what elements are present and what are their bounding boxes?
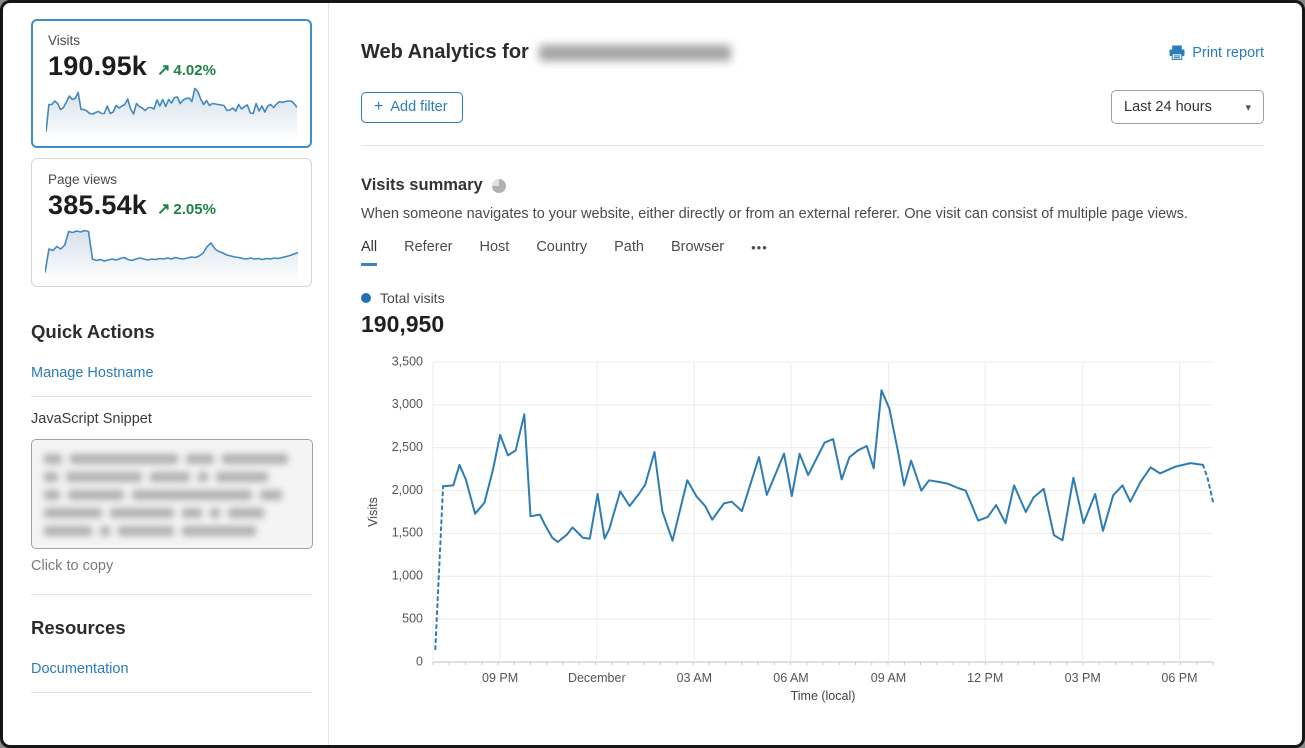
svg-text:3,000: 3,000 — [392, 397, 423, 411]
summary-tabs: All Referer Host Country Path Browser ••• — [361, 239, 1264, 266]
svg-text:December: December — [568, 671, 626, 685]
documentation-link[interactable]: Documentation — [31, 661, 129, 677]
svg-text:09 PM: 09 PM — [482, 671, 518, 685]
svg-text:06 PM: 06 PM — [1161, 671, 1197, 685]
svg-text:1,000: 1,000 — [392, 569, 423, 583]
print-report-link[interactable]: Print report — [1169, 45, 1264, 61]
visits-card-value: 190.95k — [48, 51, 147, 81]
svg-text:0: 0 — [416, 654, 423, 668]
svg-text:500: 500 — [402, 611, 423, 625]
trend-up-icon: ↗ — [157, 62, 171, 79]
page-title: Web Analytics for — [361, 41, 731, 64]
tab-browser[interactable]: Browser — [670, 239, 725, 255]
javascript-snippet-label: JavaScript Snippet — [31, 411, 152, 427]
svg-text:09 AM: 09 AM — [871, 671, 906, 685]
add-filter-button[interactable]: + Add filter — [361, 91, 463, 123]
total-visits-legend-dot — [361, 293, 371, 303]
click-to-copy-hint: Click to copy — [31, 558, 114, 574]
pageviews-card-label: Page views — [48, 172, 118, 187]
svg-text:12 PM: 12 PM — [967, 671, 1003, 685]
divider — [361, 145, 1264, 146]
printer-icon — [1169, 45, 1185, 60]
tab-country[interactable]: Country — [536, 239, 588, 255]
javascript-snippet-box[interactable] — [31, 439, 313, 549]
total-visits-value: 190,950 — [361, 311, 445, 337]
pageviews-sparkline — [45, 221, 298, 279]
pageviews-card-value: 385.54k — [48, 190, 147, 220]
quick-actions-heading: Quick Actions — [31, 321, 155, 342]
redacted-domain — [538, 44, 731, 61]
main-panel: Web Analytics for Print report + Add fil… — [329, 3, 1302, 745]
visits-card-label: Visits — [48, 33, 81, 48]
svg-text:03 PM: 03 PM — [1065, 671, 1101, 685]
resources-heading: Resources — [31, 617, 126, 638]
tab-path[interactable]: Path — [614, 239, 644, 255]
visits-sparkline — [46, 81, 297, 139]
svg-text:06 AM: 06 AM — [773, 671, 808, 685]
svg-text:Visits: Visits — [366, 497, 380, 527]
svg-text:2,000: 2,000 — [392, 483, 423, 497]
metric-card-visits[interactable]: Visits 190.95k ↗ 4.02% — [31, 19, 312, 148]
chevron-down-icon: ▾ — [1245, 101, 1251, 114]
pageviews-card-delta: ↗ 2.05% — [157, 201, 216, 218]
divider — [31, 594, 312, 595]
visits-line-chart: 0 500 1,000 1,500 2,000 2,500 3,000 3,500 09 PM D… — [361, 352, 1264, 711]
plus-icon: + — [374, 97, 384, 115]
tab-referer[interactable]: Referer — [404, 239, 453, 255]
manage-hostname-link[interactable]: Manage Hostname — [31, 365, 154, 381]
visits-card-delta: ↗ 4.02% — [157, 62, 216, 79]
total-visits-legend-label: Total visits — [380, 290, 445, 306]
tab-more[interactable]: ••• — [751, 240, 768, 255]
svg-text:Time (local): Time (local) — [791, 689, 856, 703]
pie-chart-icon — [491, 178, 506, 193]
divider — [31, 692, 312, 693]
trend-up-icon: ↗ — [157, 201, 171, 218]
svg-text:1,500: 1,500 — [392, 526, 423, 540]
metric-card-pageviews[interactable]: Page views 385.54k ↗ 2.05% — [31, 158, 312, 287]
visits-summary-description: When someone navigates to your website, … — [361, 206, 1188, 222]
visits-summary-title: Visits summary — [361, 176, 483, 194]
divider — [31, 396, 312, 397]
svg-text:3,500: 3,500 — [392, 354, 423, 368]
tab-host[interactable]: Host — [479, 239, 510, 255]
time-range-select[interactable]: Last 24 hours ▾ — [1111, 90, 1264, 124]
svg-text:03 AM: 03 AM — [677, 671, 712, 685]
redacted-code — [44, 454, 300, 536]
svg-text:2,500: 2,500 — [392, 440, 423, 454]
tab-all[interactable]: All — [361, 239, 378, 266]
sidebar: Visits 190.95k ↗ 4.02% Page views 385.54k… — [3, 3, 329, 745]
